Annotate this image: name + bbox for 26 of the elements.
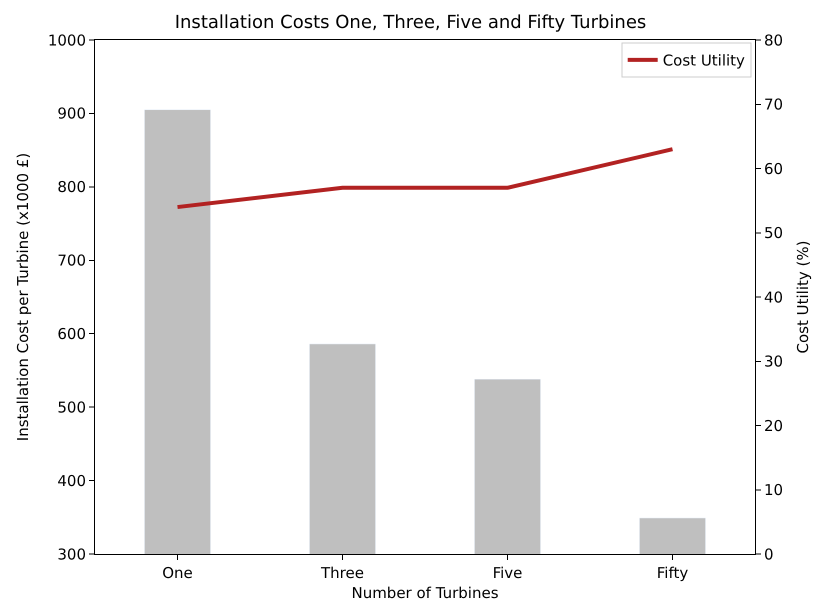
y-tick-label: 400 — [57, 472, 86, 490]
x-axis-title: Number of Turbines — [351, 584, 499, 602]
y2-tick-label: 80 — [764, 31, 784, 50]
legend-label: Cost Utility — [662, 52, 746, 70]
y2-tick-label: 60 — [764, 160, 784, 178]
chart-title: Installation Costs One, Three, Five and Fifty Turbines — [174, 12, 646, 33]
y-tick-label: 800 — [57, 178, 86, 196]
y-tick-label: 1000 — [48, 31, 86, 50]
y2-tick-label: 0 — [764, 545, 774, 564]
y2-tick-label: 10 — [764, 481, 784, 499]
y2-tick-label: 30 — [764, 352, 784, 370]
y-tick-label: 600 — [57, 324, 86, 343]
x-tick-label: Five — [492, 564, 522, 582]
y-tick-label: 900 — [57, 104, 86, 123]
x-tick-label: One — [162, 564, 193, 582]
y2-axis-title: Cost Utility (%) — [794, 240, 812, 354]
y2-tick-label: 40 — [764, 288, 784, 306]
y2-tick-label: 20 — [764, 416, 784, 435]
y2-tick-label: 70 — [764, 96, 784, 114]
x-tick-label: Three — [320, 564, 364, 582]
y-axis-title: Installation Cost per Turbine (x1000 £) — [14, 152, 32, 442]
y-tick-label: 300 — [57, 545, 86, 564]
y-tick-label: 500 — [57, 398, 86, 416]
x-tick-label: Fifty — [656, 564, 688, 582]
y2-tick-label: 50 — [764, 224, 784, 242]
y-tick-label: 700 — [57, 252, 86, 270]
